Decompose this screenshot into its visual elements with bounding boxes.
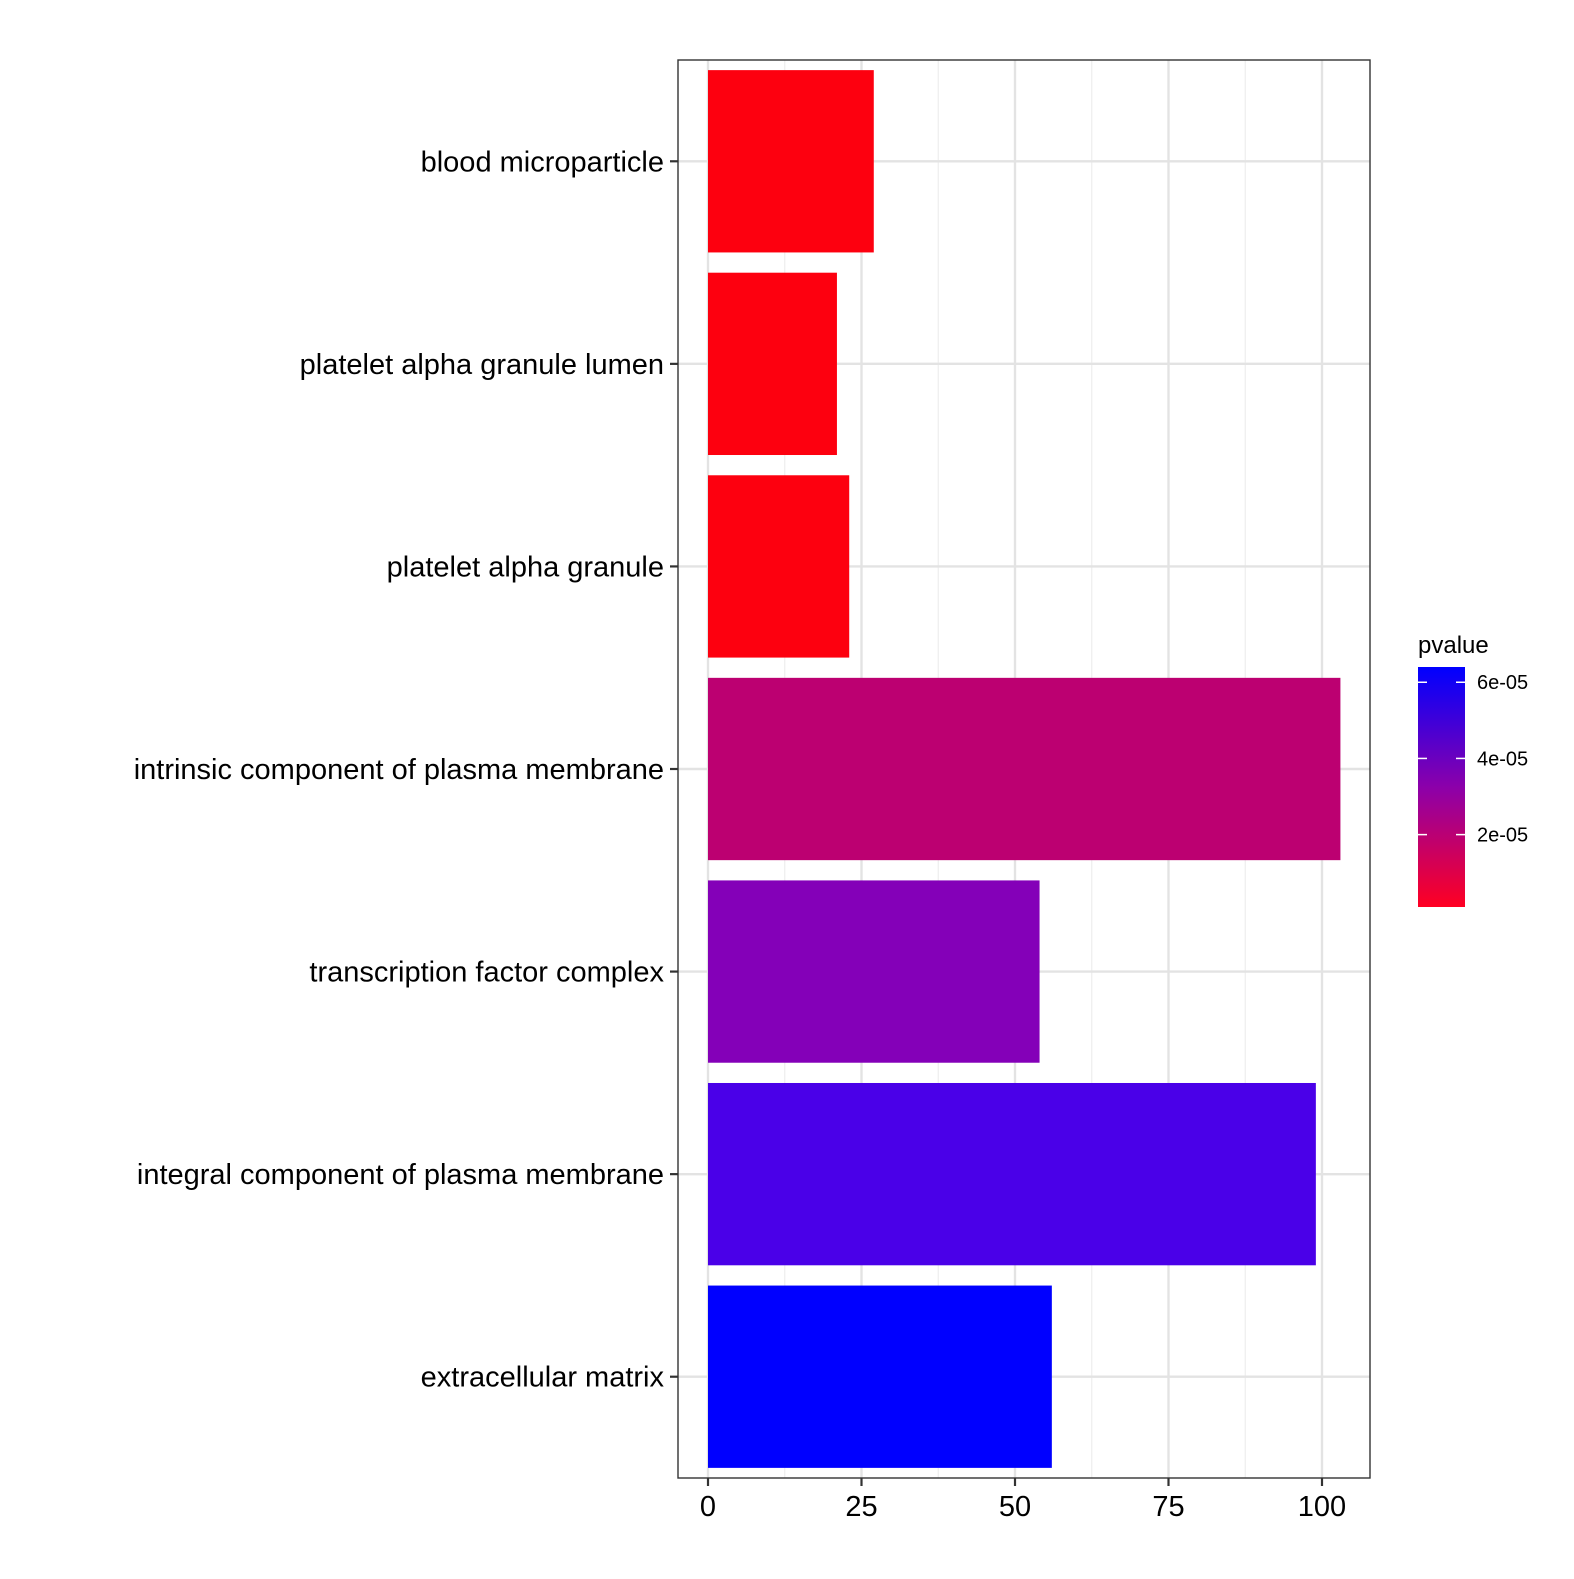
bar: [708, 475, 850, 658]
color-legend: pvalue 2e-05 4e-05 6e-05: [1418, 632, 1528, 907]
bar: [708, 272, 837, 456]
legend-colorbar: [1418, 667, 1465, 907]
y-tick-label: platelet alpha granule lumen: [300, 349, 664, 381]
y-tick-label: transcription factor complex: [309, 957, 664, 989]
legend-tick-label: 6e-05: [1477, 672, 1528, 694]
y-tick-label: intrinsic component of plasma membrane: [134, 754, 664, 786]
bar: [708, 70, 874, 253]
y-tick-label: blood microparticle: [421, 146, 664, 178]
x-axis: 0 25 50 75 100: [700, 1478, 1346, 1523]
x-tick-label: 100: [1298, 1491, 1346, 1523]
x-tick-label: 0: [700, 1491, 716, 1523]
y-tick-label: platelet alpha granule: [387, 551, 664, 583]
x-tick-label: 75: [1152, 1491, 1184, 1523]
legend-ticks: 2e-05 4e-05 6e-05: [1418, 672, 1528, 847]
bar: [708, 880, 1040, 1063]
y-tick-label: integral component of plasma membrane: [137, 1159, 664, 1191]
y-axis: blood microparticle platelet alpha granul…: [134, 146, 678, 1394]
bar: [708, 1082, 1316, 1266]
x-tick-label: 50: [999, 1491, 1031, 1523]
bar: [708, 1285, 1052, 1468]
legend-title: pvalue: [1418, 632, 1489, 659]
bars: [708, 70, 1341, 1468]
legend-tick-label: 2e-05: [1477, 825, 1528, 847]
legend-tick-label: 4e-05: [1477, 748, 1528, 770]
x-tick-label: 25: [845, 1491, 877, 1523]
bar: [708, 677, 1341, 861]
y-tick-label: extracellular matrix: [421, 1362, 665, 1394]
